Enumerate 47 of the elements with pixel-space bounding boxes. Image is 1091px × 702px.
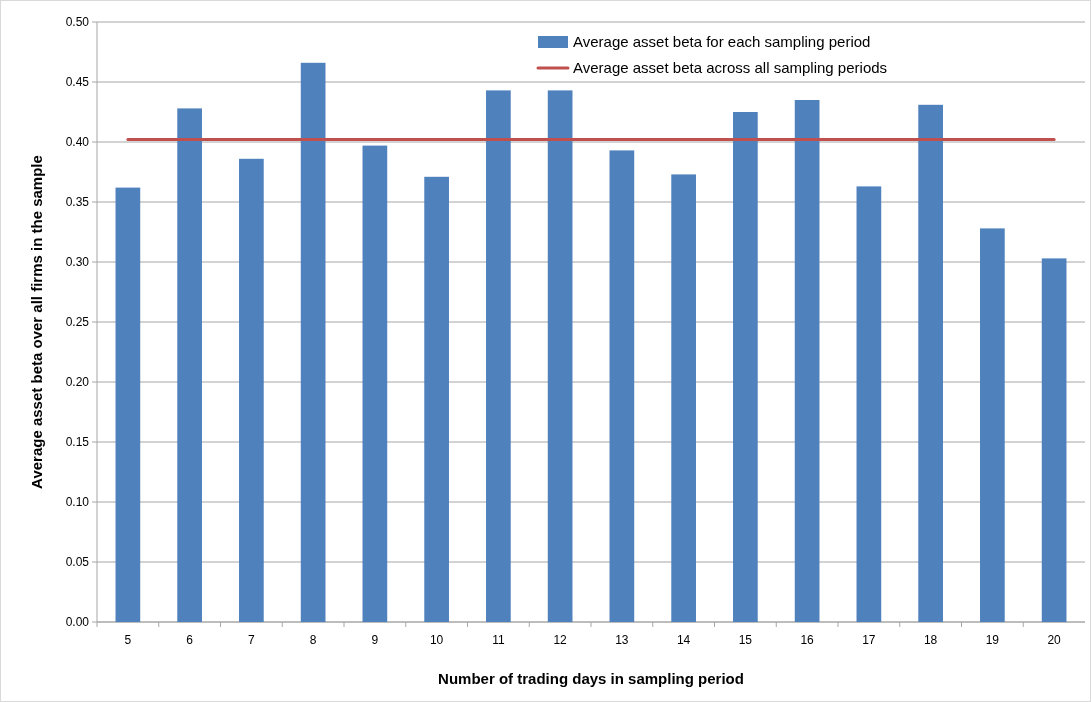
x-axis-title: Number of trading days in sampling period xyxy=(438,670,744,687)
y-tick-label: 0.45 xyxy=(65,75,90,90)
legend-label: Average asset beta across all sampling periods xyxy=(573,59,888,77)
x-tick-label: 15 xyxy=(738,633,753,647)
x-tick-label: 6 xyxy=(186,633,194,647)
bar xyxy=(115,187,141,622)
y-tick-label: 0.20 xyxy=(65,375,90,390)
bar xyxy=(733,112,758,622)
x-tick-label: 19 xyxy=(985,633,1000,647)
bar xyxy=(794,100,820,622)
bar xyxy=(486,90,511,622)
x-tick-label: 8 xyxy=(309,633,317,647)
x-tick-label: 7 xyxy=(248,633,256,647)
y-tick-label: 0.35 xyxy=(65,195,90,210)
x-tick-label: 9 xyxy=(371,633,379,647)
bar xyxy=(609,150,635,622)
bar xyxy=(671,174,696,622)
x-tick-label: 17 xyxy=(862,633,876,647)
bar xyxy=(918,104,943,622)
y-tick-label: 0.30 xyxy=(65,255,90,270)
x-tick-label: 16 xyxy=(800,633,815,647)
x-tick-label: 13 xyxy=(615,633,629,647)
y-tick-label: 0.15 xyxy=(65,435,90,450)
x-tick-label: 20 xyxy=(1047,633,1062,647)
x-tick-label: 18 xyxy=(923,633,938,647)
bar xyxy=(980,228,1005,622)
x-tick-label: 14 xyxy=(676,633,691,647)
bar xyxy=(424,176,449,622)
bar xyxy=(1041,258,1067,622)
y-tick-label: 0.25 xyxy=(65,315,90,330)
legend-label: Average asset beta for each sampling period xyxy=(573,33,871,51)
bar xyxy=(300,62,326,622)
x-tick-label: 12 xyxy=(553,633,568,647)
x-tick-label: 11 xyxy=(492,633,505,647)
y-tick-label: 0.10 xyxy=(65,495,90,510)
y-tick-label: 0.05 xyxy=(65,555,90,570)
bar xyxy=(856,186,882,622)
y-axis-title: Average asset beta over all firms in the sample xyxy=(28,155,45,489)
x-tick-label: 10 xyxy=(429,633,444,647)
y-tick-label: 0.00 xyxy=(65,615,90,630)
bar xyxy=(362,145,388,622)
y-tick-label: 0.40 xyxy=(65,135,90,150)
bar xyxy=(239,158,264,622)
bar xyxy=(547,90,573,622)
y-tick-label: 0.50 xyxy=(65,15,90,30)
bar xyxy=(177,108,202,622)
x-tick-label: 5 xyxy=(124,633,132,647)
